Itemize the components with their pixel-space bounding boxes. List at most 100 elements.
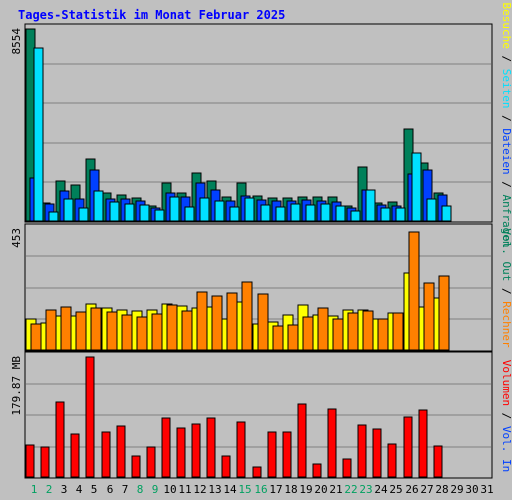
x-tick-label-day-10: 10 — [163, 483, 176, 496]
x-tick-label-day-8: 8 — [137, 483, 144, 496]
bar-volumen-day-27 — [418, 409, 428, 478]
bar-volumen-day-12 — [191, 423, 201, 478]
bar-rechner-day-22 — [347, 312, 359, 351]
bar-volumen-day-7 — [116, 425, 126, 478]
chart-panels: 8554 453 179.87 MB — [10, 23, 493, 479]
bar-rechner-day-4 — [75, 311, 87, 351]
x-tick-label-day-24: 24 — [374, 483, 388, 496]
x-tick-label-day-19: 19 — [299, 483, 312, 496]
x-tick-label-day-5: 5 — [91, 483, 98, 496]
bar-rechner-day-7 — [121, 314, 133, 351]
x-tick-label-day-2: 2 — [46, 483, 53, 496]
legend-separator: / — [500, 175, 512, 195]
bar-rechner-day-1 — [30, 323, 42, 351]
bar-seiten-day-21 — [335, 205, 346, 222]
bar-rechner-day-9 — [151, 313, 163, 351]
bar-seiten-day-1 — [33, 47, 44, 222]
bar-rechner-day-11 — [181, 310, 193, 351]
bar-rechner-day-23 — [362, 310, 374, 351]
bar-seiten-day-13 — [214, 200, 225, 222]
bar-seiten-day-28 — [441, 205, 452, 222]
y-axis-max-label: 8554 — [10, 28, 23, 55]
x-tick-label-day-20: 20 — [314, 483, 327, 496]
bar-volumen-day-28 — [433, 445, 443, 478]
bar-volumen-day-14 — [221, 455, 231, 478]
bar-volumen-day-5 — [85, 356, 95, 478]
x-tick-label-day-16: 16 — [254, 483, 267, 496]
bar-volumen-day-26 — [403, 416, 413, 478]
bar-seiten-day-12 — [199, 197, 210, 222]
bar-seiten-day-8 — [139, 204, 150, 222]
bar-volumen-day-19 — [297, 403, 307, 478]
bar-rechner-day-26 — [408, 231, 420, 351]
legend-top-panel: Besuche / Seiten / Dateien / Anfragen — [500, 2, 512, 247]
y-axis-max-label: 453 — [10, 228, 23, 248]
x-tick-label-day-21: 21 — [329, 483, 342, 496]
bar-volumen-day-11 — [176, 427, 186, 478]
bar-volumen-day-17 — [267, 431, 277, 478]
bar-rechner-day-19 — [302, 316, 314, 351]
x-tick-label-day-23: 23 — [359, 483, 372, 496]
x-tick-label-day-9: 9 — [152, 483, 159, 496]
bar-rechner-day-3 — [60, 306, 72, 351]
bar-volumen-day-4 — [70, 433, 80, 478]
legend-item: Dateien — [500, 128, 512, 174]
x-tick-label-day-3: 3 — [61, 483, 68, 496]
bar-rechner-day-17 — [272, 325, 284, 351]
bar-seiten-day-20 — [320, 203, 331, 222]
bar-seiten-day-10 — [169, 196, 180, 222]
legend-separator: / — [500, 49, 512, 69]
x-tick-label-day-18: 18 — [284, 483, 297, 496]
bar-seiten-day-27 — [426, 198, 437, 222]
x-tick-label-day-14: 14 — [223, 483, 237, 496]
x-tick-label-day-4: 4 — [76, 483, 83, 496]
x-tick-label-day-30: 30 — [465, 483, 478, 496]
bar-rechner-day-8 — [136, 316, 148, 351]
bar-seiten-day-22 — [350, 210, 361, 222]
legend-separator: / — [500, 281, 512, 301]
bar-volumen-day-18 — [282, 431, 292, 478]
bar-volumen-day-8 — [131, 455, 141, 478]
y-axis-max-label: 179.87 MB — [10, 356, 23, 416]
bar-rechner-day-16 — [257, 293, 269, 351]
bar-rechner-day-2 — [45, 309, 57, 351]
bar-rechner-day-13 — [211, 295, 223, 351]
bar-volumen-day-16 — [252, 466, 262, 478]
bar-volumen-day-20 — [312, 463, 322, 478]
x-tick-label-day-27: 27 — [420, 483, 433, 496]
bar-volumen-day-2 — [40, 446, 50, 478]
bar-seiten-day-2 — [48, 211, 59, 222]
panel-2: 453 — [10, 223, 493, 352]
chart-title: Tages-Statistik im Monat Februar 2025 — [18, 8, 285, 22]
bar-rechner-day-18 — [287, 324, 299, 351]
bar-rechner-day-12 — [196, 291, 208, 351]
bar-seiten-day-9 — [154, 209, 165, 222]
x-tick-label-day-12: 12 — [193, 483, 206, 496]
bar-volumen-day-23 — [357, 424, 367, 478]
bar-volumen-day-1 — [25, 444, 35, 478]
bar-volumen-day-13 — [206, 417, 216, 478]
bar-rechner-day-6 — [106, 311, 118, 351]
bar-seiten-day-11 — [184, 206, 195, 222]
bar-rechner-day-10 — [166, 304, 178, 351]
x-tick-label-day-31: 31 — [480, 483, 493, 496]
bar-volumen-day-25 — [387, 443, 397, 478]
legend-item: Vol. In — [500, 426, 512, 472]
bar-volumen-day-9 — [146, 446, 156, 478]
x-tick-label-day-29: 29 — [450, 483, 463, 496]
bar-seiten-day-24 — [380, 207, 391, 222]
bar-seiten-day-19 — [305, 204, 316, 222]
bar-rechner-day-24 — [377, 318, 389, 351]
bar-rechner-day-5 — [90, 307, 102, 351]
x-tick-label-day-1: 1 — [31, 483, 38, 496]
bar-seiten-day-6 — [109, 201, 120, 222]
x-tick-label-day-25: 25 — [389, 483, 402, 496]
legend-item: Seiten — [500, 69, 512, 109]
bar-seiten-day-16 — [260, 204, 271, 222]
bar-seiten-day-18 — [290, 203, 301, 222]
bar-volumen-day-24 — [372, 428, 382, 478]
legend-item: Besuche — [500, 2, 512, 48]
bar-seiten-day-3 — [63, 198, 74, 222]
bar-seiten-day-4 — [78, 207, 89, 222]
bar-seiten-day-23 — [365, 189, 376, 222]
